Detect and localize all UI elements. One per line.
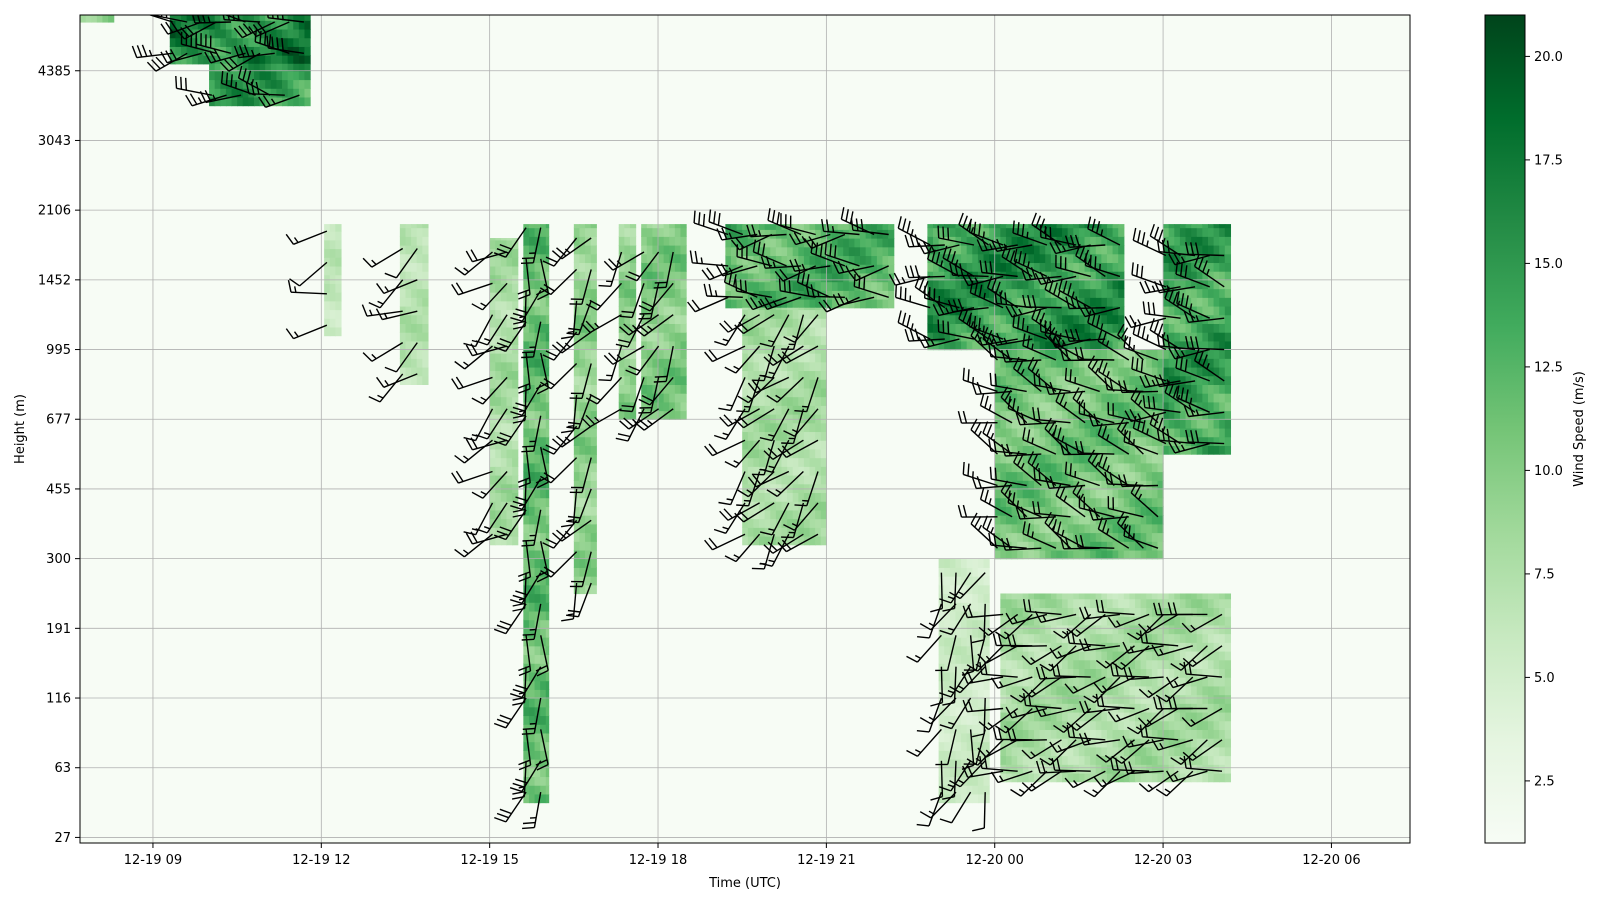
colorbar-tick-label: 17.5 bbox=[1534, 153, 1563, 168]
x-tick-label: 12-20 00 bbox=[965, 853, 1023, 868]
colorbar-gradient bbox=[1485, 15, 1525, 843]
colorbar-tick-label: 12.5 bbox=[1534, 360, 1563, 375]
colorbar-tick-label: 5.0 bbox=[1534, 671, 1555, 686]
y-tick-label: 116 bbox=[46, 692, 71, 707]
x-tick-label: 12-19 12 bbox=[292, 853, 350, 868]
x-tick-label: 12-20 03 bbox=[1134, 853, 1192, 868]
y-axis-label: Height (m) bbox=[13, 394, 28, 464]
colorbar-tick-label: 2.5 bbox=[1534, 774, 1555, 789]
y-tick-label: 455 bbox=[46, 482, 71, 497]
x-axis-ticks: 12-19 09 12-19 12 12-19 15 12-19 18 12-19 21… bbox=[124, 843, 1361, 868]
y-axis-ticks: 27 63 116 191 300 455 677 995 1452 2106 3043 4385 bbox=[38, 64, 80, 846]
y-tick-label: 3043 bbox=[38, 134, 71, 149]
y-tick-label: 191 bbox=[46, 622, 71, 637]
colorbar-tick-label: 20.0 bbox=[1534, 50, 1563, 65]
x-tick-label: 12-20 06 bbox=[1302, 853, 1360, 868]
x-tick-label: 12-19 09 bbox=[124, 853, 182, 868]
y-tick-label: 300 bbox=[46, 552, 71, 567]
y-tick-label: 2106 bbox=[38, 204, 71, 219]
colorbar-tick-label: 10.0 bbox=[1534, 464, 1563, 479]
x-axis-label: Time (UTC) bbox=[708, 876, 781, 891]
x-tick-label: 12-19 21 bbox=[797, 853, 855, 868]
heat-region bbox=[80, 15, 114, 23]
colorbar: 2.5 5.0 7.5 10.0 12.5 15.0 17.5 20.0 bbox=[1485, 15, 1563, 843]
colorbar-tick-label: 15.0 bbox=[1534, 257, 1563, 272]
x-tick-label: 12-19 15 bbox=[460, 853, 518, 868]
y-tick-label: 4385 bbox=[38, 64, 71, 79]
colorbar-label: Wind Speed (m/s) bbox=[1572, 371, 1587, 487]
x-tick-label: 12-19 18 bbox=[629, 853, 687, 868]
y-tick-label: 677 bbox=[46, 413, 71, 428]
y-tick-label: 27 bbox=[54, 831, 71, 846]
heat-region bbox=[523, 224, 549, 803]
y-tick-label: 63 bbox=[54, 761, 71, 776]
colorbar-tick-label: 7.5 bbox=[1534, 567, 1555, 582]
y-tick-label: 1452 bbox=[38, 273, 71, 288]
y-tick-label: 995 bbox=[46, 343, 71, 358]
